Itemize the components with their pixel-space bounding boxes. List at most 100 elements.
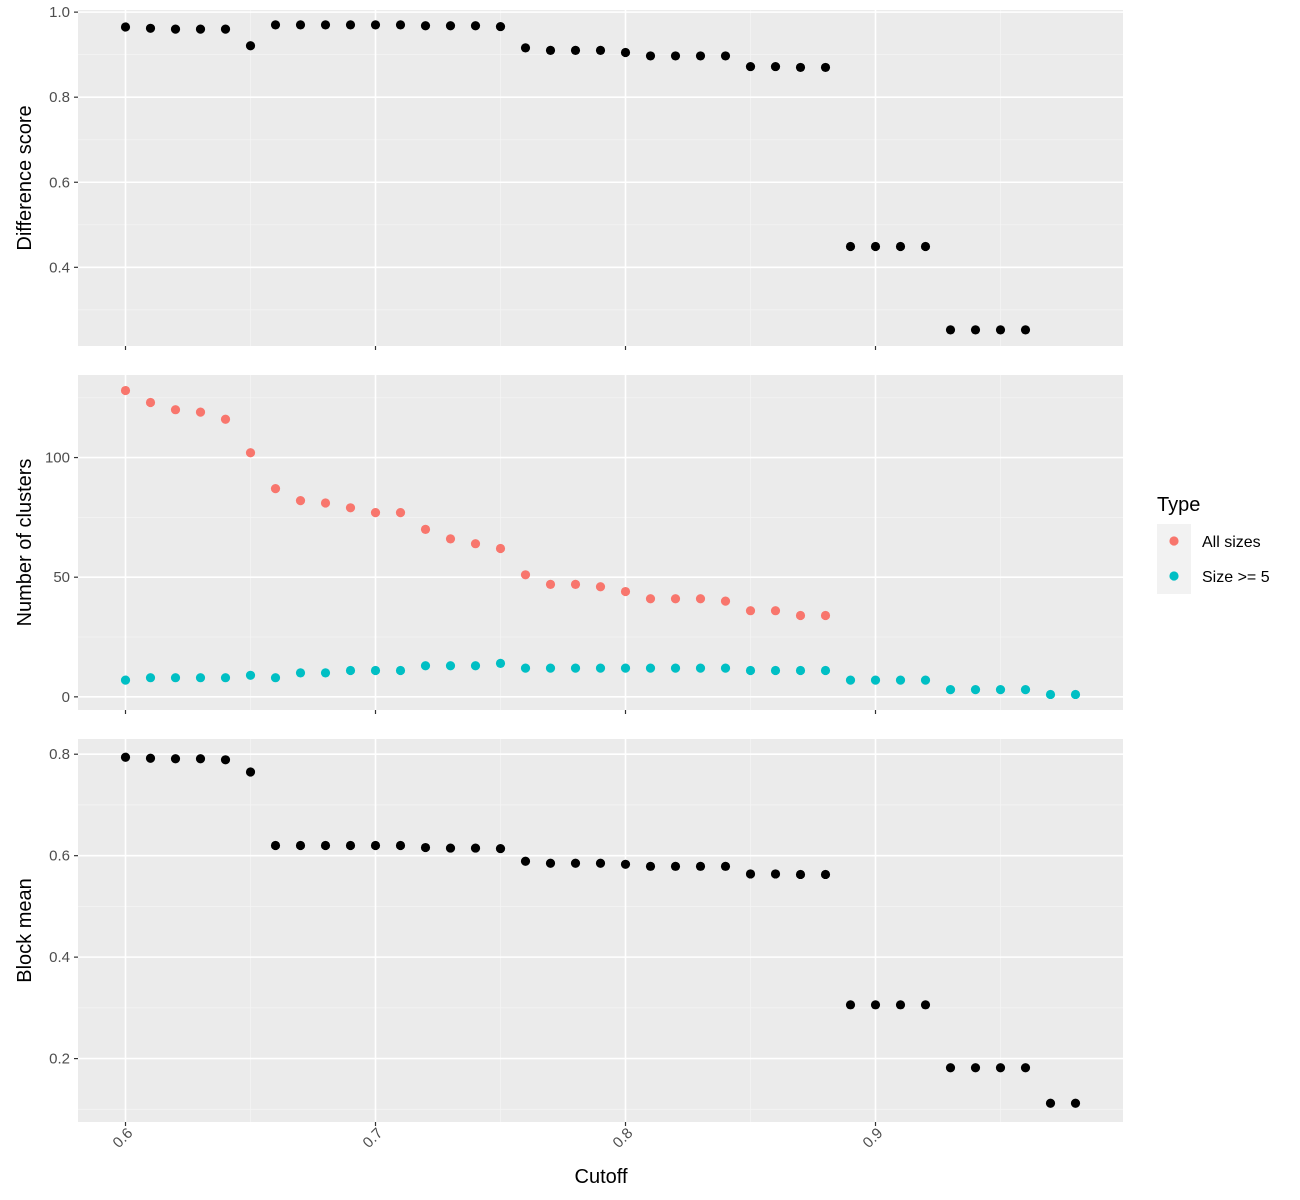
data-point bbox=[970, 1063, 981, 1073]
data-point bbox=[720, 51, 731, 61]
data-point bbox=[195, 673, 206, 683]
panel-number-of-clusters: 0 50 100 Number of clusters bbox=[14, 375, 1123, 714]
data-point bbox=[495, 21, 506, 32]
data-point bbox=[445, 21, 456, 31]
data-point bbox=[245, 41, 256, 51]
data-point bbox=[270, 484, 281, 494]
data-point bbox=[420, 21, 431, 31]
data-point bbox=[395, 20, 406, 30]
data-point bbox=[520, 856, 531, 866]
data-point bbox=[670, 663, 681, 673]
x-axis-title: Cutoff bbox=[575, 1166, 628, 1188]
data-point bbox=[545, 579, 556, 589]
data-point bbox=[920, 675, 931, 685]
y-tick-label: 100 bbox=[45, 450, 70, 467]
y-axis-title: Difference score bbox=[14, 105, 36, 250]
data-point bbox=[120, 385, 131, 396]
data-point bbox=[795, 665, 806, 676]
data-point bbox=[920, 241, 931, 252]
data-point bbox=[145, 397, 156, 408]
data-point bbox=[170, 673, 181, 683]
panels: 0.4 0.6 0.8 1.0 Difference score 0 50 100 Number… bbox=[14, 4, 1123, 1126]
data-point bbox=[270, 673, 281, 683]
data-point bbox=[245, 448, 256, 458]
x-tick-label: 0.7 bbox=[360, 1125, 387, 1152]
data-point bbox=[195, 754, 206, 764]
data-point bbox=[845, 1000, 856, 1010]
data-point bbox=[995, 325, 1006, 335]
data-point bbox=[645, 594, 656, 604]
data-point bbox=[795, 869, 806, 880]
data-point bbox=[995, 1063, 1006, 1073]
data-point bbox=[645, 861, 656, 871]
data-point bbox=[695, 663, 706, 673]
data-point bbox=[670, 51, 681, 61]
data-point bbox=[670, 861, 681, 871]
data-point bbox=[620, 663, 631, 673]
data-point bbox=[445, 534, 456, 544]
x-axis: 0.6 0.7 0.8 0.9 bbox=[110, 1125, 887, 1152]
data-point bbox=[470, 21, 481, 31]
data-point bbox=[1045, 689, 1056, 700]
y-tick-label: 1.0 bbox=[49, 4, 70, 21]
data-point bbox=[445, 661, 456, 671]
data-point bbox=[995, 685, 1006, 695]
data-point bbox=[320, 498, 331, 508]
y-tick-label: 0.2 bbox=[49, 1051, 70, 1068]
data-point bbox=[1020, 1063, 1031, 1073]
panel-background bbox=[78, 739, 1123, 1122]
data-point bbox=[720, 663, 731, 673]
data-point bbox=[395, 507, 406, 518]
data-point bbox=[170, 405, 181, 415]
data-point bbox=[945, 325, 956, 335]
series-block-mean bbox=[120, 752, 1081, 1108]
data-point bbox=[645, 663, 656, 673]
data-point bbox=[820, 610, 831, 621]
data-point bbox=[570, 858, 581, 868]
legend-key-size-5 bbox=[1169, 571, 1179, 581]
data-point bbox=[770, 61, 781, 72]
data-point bbox=[595, 858, 606, 868]
data-point bbox=[695, 861, 706, 871]
data-point bbox=[520, 663, 531, 673]
data-point bbox=[320, 840, 331, 851]
data-point bbox=[245, 767, 256, 777]
data-point bbox=[895, 675, 906, 685]
data-point bbox=[195, 24, 206, 34]
data-point bbox=[620, 47, 631, 58]
data-point bbox=[770, 606, 781, 616]
data-point bbox=[1020, 685, 1031, 695]
data-point bbox=[320, 20, 331, 30]
y-tick-label: 0.4 bbox=[49, 949, 70, 966]
data-point bbox=[795, 610, 806, 621]
data-point bbox=[295, 496, 306, 506]
x-tick-label: 0.6 bbox=[110, 1125, 137, 1152]
data-point bbox=[595, 582, 606, 592]
y-tick-label: 0.6 bbox=[49, 848, 70, 865]
data-point bbox=[295, 20, 306, 30]
data-point bbox=[745, 606, 756, 616]
data-point bbox=[170, 754, 181, 764]
data-point bbox=[645, 51, 656, 61]
data-point bbox=[245, 670, 256, 680]
data-point bbox=[570, 45, 581, 56]
data-point bbox=[620, 859, 631, 869]
data-point bbox=[270, 840, 281, 851]
data-point bbox=[445, 843, 456, 853]
series-all-sizes bbox=[120, 385, 831, 621]
data-point bbox=[120, 22, 131, 32]
data-point bbox=[720, 596, 731, 606]
legend-title: Type bbox=[1157, 494, 1200, 516]
series-size-5 bbox=[120, 658, 1081, 700]
data-point bbox=[1045, 1098, 1056, 1108]
data-point bbox=[745, 61, 756, 72]
data-point bbox=[520, 570, 531, 580]
data-point bbox=[1020, 325, 1031, 335]
x-tick-label: 0.9 bbox=[860, 1125, 887, 1152]
data-point bbox=[145, 753, 156, 763]
data-point bbox=[470, 539, 481, 549]
panel-difference-score: 0.4 0.6 0.8 1.0 Difference score bbox=[14, 4, 1123, 350]
data-point bbox=[545, 663, 556, 673]
panel-background bbox=[78, 375, 1123, 710]
